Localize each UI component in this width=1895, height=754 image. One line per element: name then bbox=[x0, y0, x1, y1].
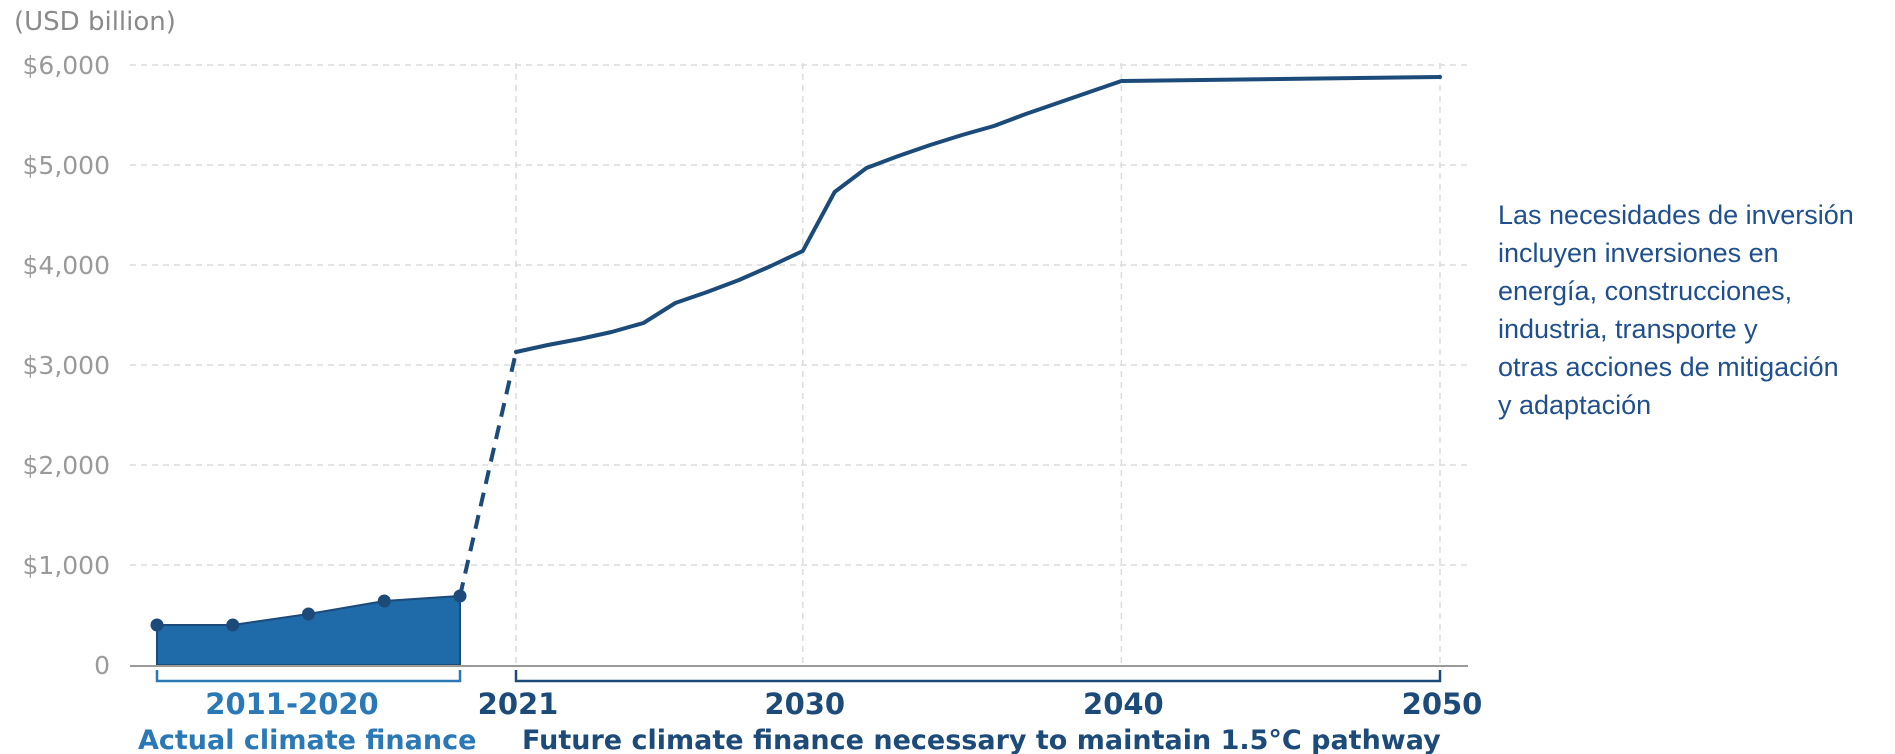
actual-period-label: 2011-2020 bbox=[205, 687, 378, 721]
period-brackets bbox=[155, 670, 1442, 683]
y-axis-tick-labels: 0 $1,000 $2,000 $3,000 $4,000 $5,000 $6,000 bbox=[23, 51, 110, 680]
x-tick-label: 2040 bbox=[1083, 687, 1164, 721]
y-axis-unit-label: (USD billion) bbox=[14, 7, 176, 37]
x-axis-tick-labels: 2021 2030 2040 2050 bbox=[478, 687, 1483, 721]
projection-bridge-line bbox=[458, 351, 518, 597]
future-finance-line bbox=[514, 75, 1442, 354]
actual-data-point bbox=[302, 607, 315, 621]
note-line: y adaptación bbox=[1498, 390, 1652, 420]
y-tick-label: $2,000 bbox=[23, 451, 110, 480]
y-tick-label: $6,000 bbox=[23, 51, 110, 80]
actual-finance-fill bbox=[156, 594, 461, 666]
vertical-gridlines bbox=[515, 63, 1441, 665]
note-line: incluyen inversiones en bbox=[1498, 238, 1779, 268]
future-finance-caption: Future climate finance necessary to main… bbox=[522, 725, 1441, 754]
note-line: otras acciones de mitigación bbox=[1498, 352, 1839, 382]
finance-lines bbox=[458, 75, 1442, 597]
x-tick-label: 2030 bbox=[764, 687, 845, 721]
note-line: energía, construcciones, bbox=[1498, 276, 1793, 306]
actual-data-point bbox=[377, 594, 391, 608]
y-tick-label: 0 bbox=[94, 651, 110, 680]
y-tick-label: $4,000 bbox=[23, 251, 110, 280]
actual-period-bracket bbox=[155, 670, 462, 683]
y-tick-label: $5,000 bbox=[23, 151, 110, 180]
note-line: industria, transporte y bbox=[1498, 314, 1758, 344]
actual-finance-caption: Actual climate finance bbox=[138, 725, 476, 754]
investment-needs-note: Las necesidades de inversión incluyen in… bbox=[1498, 196, 1890, 424]
actual-finance-area bbox=[150, 589, 467, 666]
future-period-bracket bbox=[514, 670, 1442, 683]
y-tick-label: $3,000 bbox=[23, 351, 110, 380]
horizontal-gridlines bbox=[130, 64, 1468, 566]
actual-data-point bbox=[226, 618, 240, 632]
y-tick-label: $1,000 bbox=[23, 551, 110, 580]
x-tick-label: 2050 bbox=[1402, 687, 1483, 721]
note-line: Las necesidades de inversión bbox=[1498, 200, 1854, 230]
x-tick-label: 2021 bbox=[478, 687, 559, 721]
actual-data-point bbox=[150, 618, 164, 632]
